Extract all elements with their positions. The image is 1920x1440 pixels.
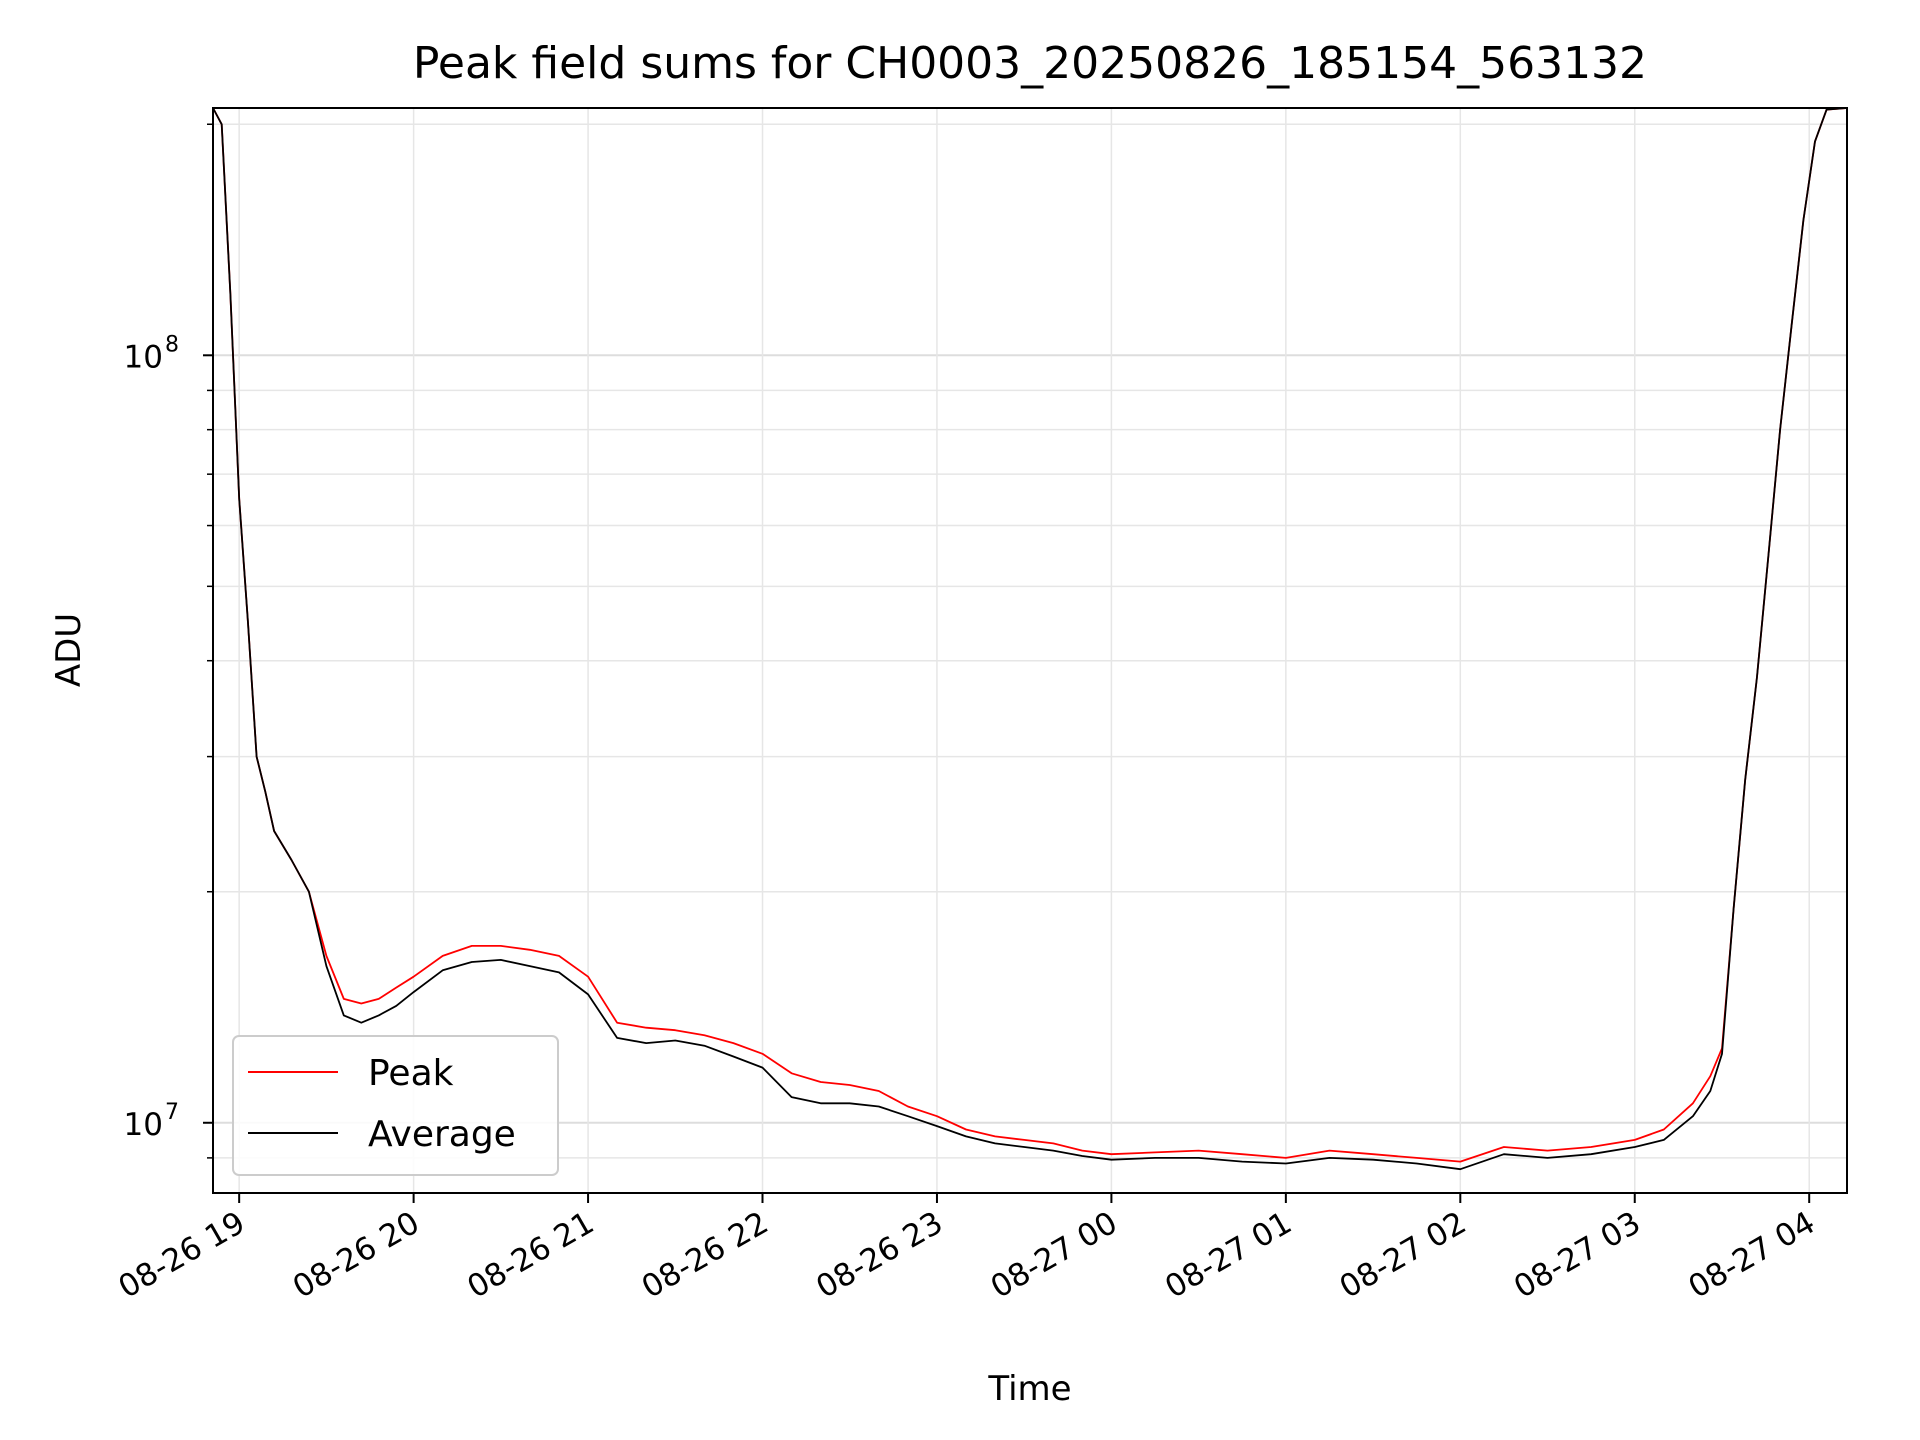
legend: Peak Average	[232, 1035, 559, 1176]
y-tick-exponent: 8	[165, 332, 179, 357]
y-axis-label: ADU	[49, 613, 89, 687]
chart-title: Peak field sums for CH0003_20250826_1851…	[413, 38, 1647, 89]
grid	[213, 108, 1847, 1193]
series-lines	[212, 107, 1848, 1171]
plot-frame	[212, 107, 1848, 1194]
y-tick-label: 108	[124, 332, 179, 375]
y-tick-exponent: 7	[165, 1100, 179, 1125]
series-line-average	[212, 107, 1848, 1171]
series-line-peak	[212, 107, 1848, 1163]
legend-box	[232, 1035, 559, 1176]
legend-peak-label: Peak	[368, 1053, 454, 1094]
legend-average-label: Average	[368, 1114, 516, 1155]
x-axis-label: Time	[987, 1369, 1071, 1409]
